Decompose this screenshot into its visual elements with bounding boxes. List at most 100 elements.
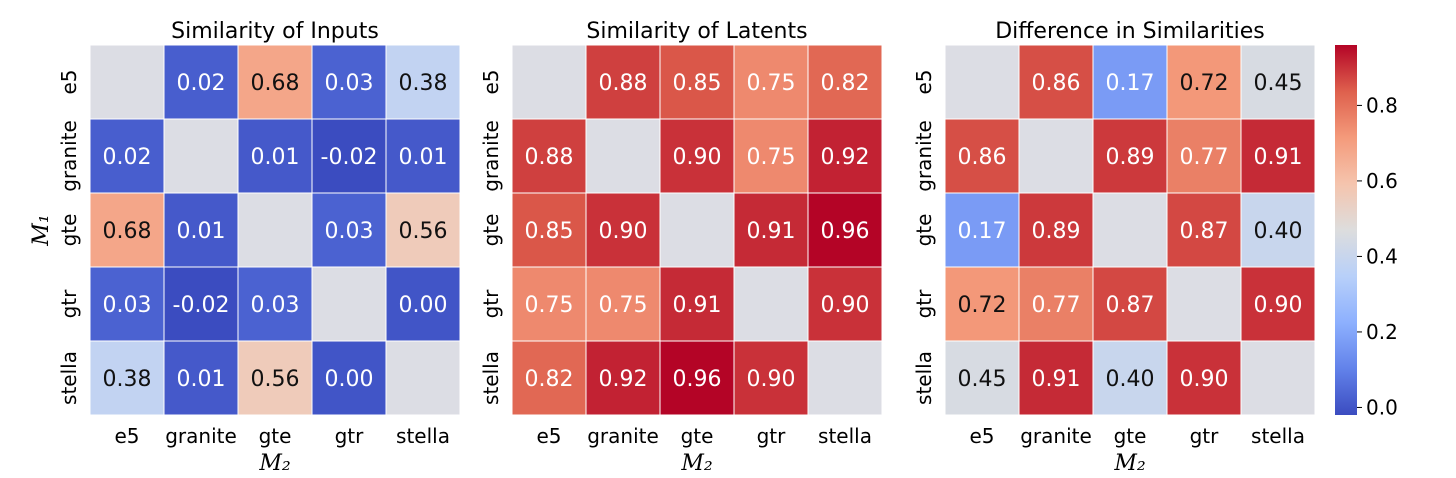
cell-value-label: 0.72 [958,293,1007,318]
cell-value-label: 0.88 [525,145,574,170]
heatmap-cell [733,340,809,416]
y-tick-label: granite [912,120,936,192]
heatmap-cell [1018,118,1094,194]
cell-value-label: 0.03 [325,219,374,244]
cell-value-label: 0.45 [958,367,1007,392]
cell-value-label: 0.89 [1032,219,1081,244]
heatmap-cell [89,266,165,342]
heatmap-cell [1166,44,1242,120]
heatmap-cell [1018,340,1094,416]
heatmap-cell [585,340,661,416]
heatmap-cell [89,118,165,194]
cell-value-label: 0.40 [1106,367,1155,392]
cell-value-label: 0.82 [525,367,574,392]
cell-value-label: -0.02 [173,293,230,318]
heatmap-cell [511,340,587,416]
heatmap-cell [733,266,809,342]
heatmap-cell [944,44,1020,120]
heatmap-cell [237,340,313,416]
heatmap-cell [585,118,661,194]
y-tick-label: gtr [912,289,936,319]
y-tick-label: e5 [57,69,81,94]
heatmap-cell [511,192,587,268]
heatmap-cell [659,266,735,342]
cell-value-label: 0.91 [673,293,722,318]
heatmap-cell [807,266,883,342]
heatmap-cell [807,118,883,194]
cell-value-label: 0.56 [251,367,300,392]
cell-value-label: 0.96 [821,219,870,244]
cell-value-label: 0.17 [1106,71,1155,96]
cell-value-label: 0.38 [399,71,448,96]
heatmap-cell [1166,118,1242,194]
cell-value-label: 0.68 [251,71,300,96]
colorbar-tick-label: 0.8 [1366,93,1398,117]
x-tick-label: granite [165,424,237,448]
cell-value-label: 0.01 [251,145,300,170]
heatmap-cell [1166,192,1242,268]
heatmap-cell [511,44,587,120]
heatmap-cell [89,44,165,120]
cell-value-label: 0.01 [399,145,448,170]
cell-value-label: 0.90 [747,367,796,392]
cell-value-label: 0.38 [103,367,152,392]
cell-value-label: 0.56 [399,219,448,244]
heatmap-cell [944,118,1020,194]
y-tick-label: granite [479,120,503,192]
y-tick-label: stella [912,351,936,405]
cell-value-label: 0.00 [399,293,448,318]
x-axis-label: M₂ [680,451,712,476]
cell-value-label: 0.82 [821,71,870,96]
cell-value-label: 0.77 [1032,293,1081,318]
heatmap-cell [163,118,239,194]
x-tick-label: e5 [969,424,994,448]
cell-value-label: 0.00 [325,367,374,392]
heatmap-cell [385,44,461,120]
cell-value-label: 0.87 [1180,219,1229,244]
heatmap-cell [237,44,313,120]
x-tick-label: e5 [114,424,139,448]
heatmap-cell [1092,192,1168,268]
y-tick-label: gtr [57,289,81,319]
heatmap-cell [659,340,735,416]
colorbar-tick-label: 0.6 [1366,169,1398,193]
cell-value-label: 0.68 [103,219,152,244]
cell-value-label: 0.89 [1106,145,1155,170]
x-axis-label: M₂ [258,451,290,476]
heatmap-cell [1092,118,1168,194]
y-tick-label: stella [479,351,503,405]
heatmap-cell [1092,266,1168,342]
heatmap-cell [311,44,387,120]
cell-value-label: 0.45 [1254,71,1303,96]
cell-value-label: 0.75 [747,145,796,170]
heatmap-cell [659,44,735,120]
heatmap-cell [163,340,239,416]
x-tick-label: gte [681,424,714,448]
cell-value-label: 0.85 [673,71,722,96]
x-tick-label: gtr [335,424,365,448]
heatmap-cell [733,192,809,268]
x-tick-label: e5 [536,424,561,448]
heatmap-cell [733,44,809,120]
heatmap-cell [89,340,165,416]
heatmap-cell [385,340,461,416]
heatmap-cell [385,192,461,268]
y-tick-label: stella [57,351,81,405]
heatmap-cell [1240,44,1316,120]
heatmap-cell [807,44,883,120]
cell-value-label: 0.92 [599,367,648,392]
x-tick-label: stella [396,424,450,448]
heatmap-cell [1092,44,1168,120]
cell-value-label: 0.90 [673,145,722,170]
cell-value-label: 0.90 [599,219,648,244]
heatmap-cell [1092,340,1168,416]
cell-value-label: 0.72 [1180,71,1229,96]
heatmap-cell [659,192,735,268]
cell-value-label: 0.91 [1032,367,1081,392]
x-tick-label: stella [1251,424,1305,448]
x-axis-label: M₂ [1113,451,1145,476]
cell-value-label: 0.03 [251,293,300,318]
x-tick-label: gtr [757,424,787,448]
heatmap-cell [733,118,809,194]
heatmap-cell [807,340,883,416]
